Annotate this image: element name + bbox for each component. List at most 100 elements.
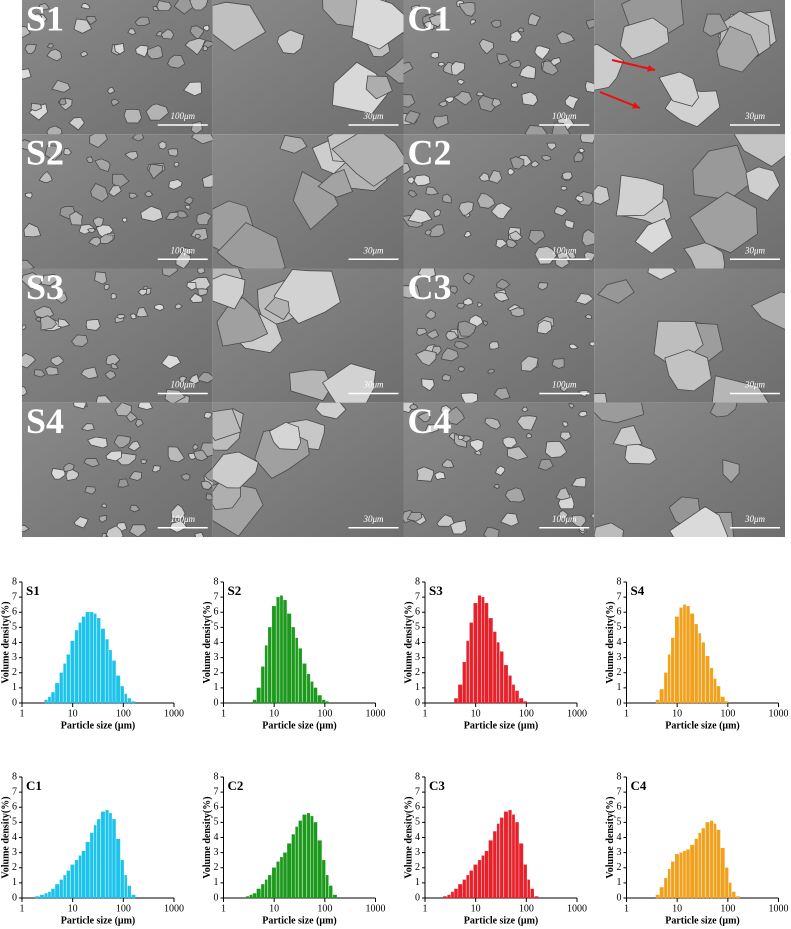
bar [97,618,101,704]
x-tick-label: 1000 [164,708,184,719]
sem-particle [509,230,523,241]
sem-particle [564,95,580,111]
sem-particle [624,443,657,465]
sem-particle [555,487,571,501]
bar [90,612,94,704]
sem-particle [544,440,568,459]
sem-particle [530,160,541,168]
sem-particles [403,0,595,135]
y-tick-label: 0 [12,892,17,903]
y-tick-label: 2 [415,862,420,873]
x-axis-label: Particle size (μm) [61,720,136,731]
bar [473,603,478,704]
x-tick-label: 1000 [567,903,587,914]
bar [484,850,489,899]
bar [313,687,318,704]
sem-particle [127,440,141,452]
bar [124,875,128,899]
sem-particle [129,504,141,513]
sem-particle [437,100,448,108]
sem-particle [63,462,75,472]
chart-title: C2 [228,778,244,793]
bar [280,857,283,899]
y-tick-label: 6 [617,607,622,618]
sem-particle [521,91,539,106]
sem-particle [568,403,575,409]
sem-particle [417,268,436,279]
sem-particle [174,210,189,219]
sem-particle [279,134,308,154]
y-tick-label: 6 [214,802,219,813]
sem-particle [197,268,206,275]
bar [515,690,519,704]
sem-particle [134,16,151,26]
y-tick-label: 1 [214,682,219,693]
sem-particle [456,78,465,85]
sem-particle [702,13,729,37]
sem-particle [24,43,37,55]
scale-bar-label: 30μm [362,514,384,524]
sem-particle [183,81,202,97]
bar [291,627,295,704]
bar [493,831,497,899]
bar [469,870,473,899]
bar [81,616,86,704]
sem-particle [506,238,518,249]
sem-particle [22,259,35,269]
bar [519,843,524,899]
bar [325,701,329,704]
sem-particle [40,274,58,287]
bar [48,696,51,704]
sem-particle [504,487,526,503]
sem-particle [484,417,502,430]
sem-particle [413,174,431,187]
sem-particle [22,26,31,39]
sem-particle [594,43,625,91]
bar [512,814,515,899]
bar [264,645,268,704]
bar [280,595,283,704]
y-tick-label: 8 [214,771,219,782]
sem-particles [212,0,404,115]
bar [39,894,44,899]
sem-particle [192,443,199,451]
bar [93,825,97,899]
sem-particle [317,168,354,198]
sem-particles [212,402,347,537]
bar [698,832,702,899]
sem-particle [568,343,579,350]
bar [466,640,470,704]
sem-particle [500,512,519,527]
bar [527,879,531,899]
sem-particle [46,125,63,135]
sem-particle [131,134,145,142]
bar [477,860,482,899]
sem-particle [424,424,440,434]
sem-particle [276,29,305,55]
y-tick-label: 2 [12,862,17,873]
sem-particle [487,368,495,374]
bar [515,822,519,899]
sem-label: S1 [26,0,64,38]
sem-particle [449,285,459,295]
sem-particle [516,415,538,431]
x-axis-label: Particle size (μm) [464,915,539,926]
sem-image [212,0,404,135]
sem-particle [564,219,575,230]
sem-image [212,402,404,537]
sem-particle [581,229,595,247]
x-tick-label: 1000 [164,903,184,914]
sem-particle [168,179,183,190]
sem-particle [289,369,333,402]
sem-particle [436,514,455,527]
bar [317,695,322,704]
y-tick-label: 4 [415,832,420,843]
sem-particle [403,285,421,299]
sem-particle [33,369,46,378]
sem-particles [403,402,595,537]
bar [500,651,504,704]
bar [127,698,131,704]
bar [81,850,86,899]
y-tick-label: 8 [214,576,219,587]
bar [59,879,63,899]
